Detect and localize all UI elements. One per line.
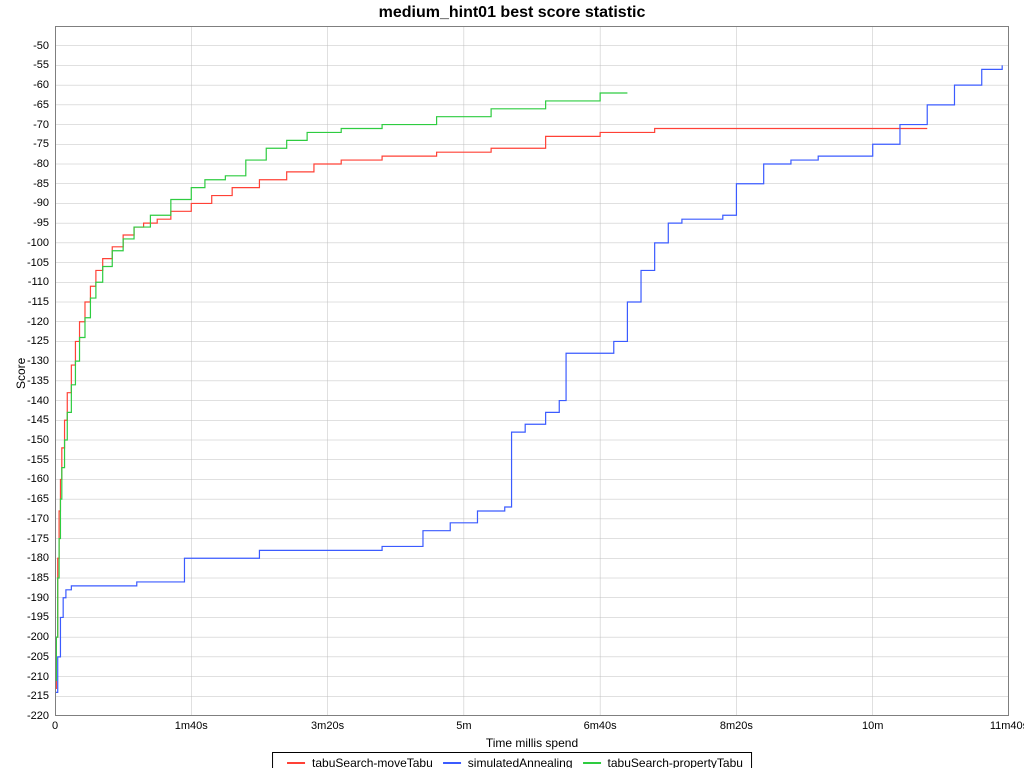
y-tick-label: -60 bbox=[19, 79, 49, 91]
y-tick-label: -200 bbox=[19, 631, 49, 643]
y-tick-label: -100 bbox=[19, 237, 49, 249]
x-tick-label: 8m20s bbox=[720, 720, 753, 732]
y-tick-label: -125 bbox=[19, 335, 49, 347]
x-tick-label: 1m40s bbox=[175, 720, 208, 732]
series-tabuSearch-propertyTabu bbox=[55, 93, 627, 680]
y-tick-label: -195 bbox=[19, 611, 49, 623]
x-tick-label: 0 bbox=[52, 720, 58, 732]
legend-label: simulatedAnnealing bbox=[468, 756, 573, 768]
y-tick-label: -150 bbox=[19, 434, 49, 446]
y-tick-label: -140 bbox=[19, 395, 49, 407]
plot-area bbox=[55, 26, 1009, 716]
y-tick-label: -205 bbox=[19, 651, 49, 663]
y-tick-label: -135 bbox=[19, 375, 49, 387]
y-tick-label: -80 bbox=[19, 158, 49, 170]
legend-swatch bbox=[287, 762, 305, 764]
legend-swatch bbox=[583, 762, 601, 764]
y-tick-label: -145 bbox=[19, 414, 49, 426]
x-tick-label: 11m40s bbox=[990, 720, 1024, 732]
y-tick-label: -220 bbox=[19, 710, 49, 722]
y-tick-label: -90 bbox=[19, 197, 49, 209]
series-tabuSearch-moveTabu bbox=[55, 129, 927, 689]
y-tick-label: -170 bbox=[19, 513, 49, 525]
y-tick-label: -175 bbox=[19, 533, 49, 545]
legend: tabuSearch-moveTabu simulatedAnnealing tab… bbox=[272, 752, 752, 768]
y-tick-label: -75 bbox=[19, 138, 49, 150]
y-tick-label: -155 bbox=[19, 454, 49, 466]
x-tick-label: 10m bbox=[862, 720, 883, 732]
plot-svg bbox=[55, 26, 1009, 716]
y-tick-label: -215 bbox=[19, 690, 49, 702]
y-tick-label: -55 bbox=[19, 59, 49, 71]
y-tick-label: -185 bbox=[19, 572, 49, 584]
chart-root: medium_hint01 best score statistic Score… bbox=[0, 0, 1024, 768]
y-tick-label: -110 bbox=[19, 276, 49, 288]
y-tick-label: -190 bbox=[19, 592, 49, 604]
x-tick-label: 3m20s bbox=[311, 720, 344, 732]
legend-swatch bbox=[443, 762, 461, 764]
y-tick-label: -65 bbox=[19, 99, 49, 111]
y-tick-label: -160 bbox=[19, 473, 49, 485]
y-tick-label: -70 bbox=[19, 119, 49, 131]
legend-label: tabuSearch-propertyTabu bbox=[608, 756, 743, 768]
y-tick-label: -85 bbox=[19, 178, 49, 190]
legend-label: tabuSearch-moveTabu bbox=[312, 756, 433, 768]
y-tick-label: -95 bbox=[19, 217, 49, 229]
y-tick-label: -210 bbox=[19, 671, 49, 683]
y-tick-label: -165 bbox=[19, 493, 49, 505]
y-tick-label: -50 bbox=[19, 40, 49, 52]
y-tick-label: -115 bbox=[19, 296, 49, 308]
y-tick-label: -105 bbox=[19, 257, 49, 269]
y-tick-label: -180 bbox=[19, 552, 49, 564]
x-tick-label: 6m40s bbox=[584, 720, 617, 732]
x-axis-title: Time millis spend bbox=[55, 736, 1009, 750]
series-simulatedAnnealing bbox=[55, 65, 1002, 692]
x-tick-label: 5m bbox=[456, 720, 471, 732]
y-tick-label: -120 bbox=[19, 316, 49, 328]
chart-title: medium_hint01 best score statistic bbox=[0, 4, 1024, 22]
y-tick-label: -130 bbox=[19, 355, 49, 367]
